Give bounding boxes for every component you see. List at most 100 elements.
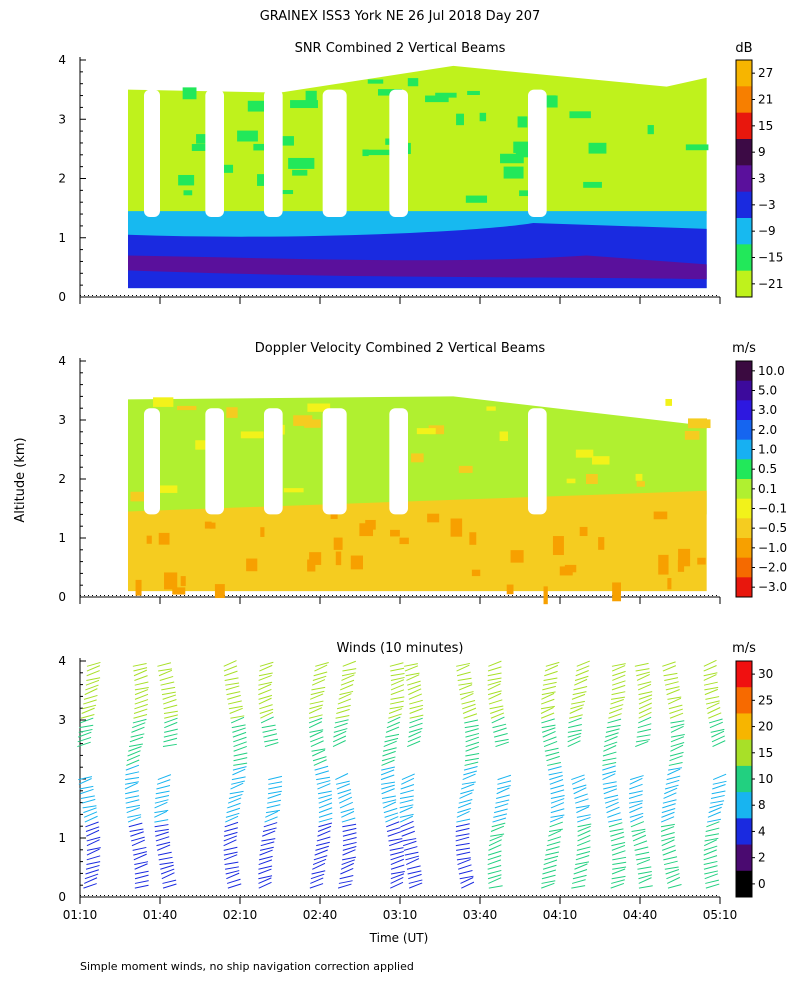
wind-barb — [260, 711, 274, 719]
doppler-patch-strong — [209, 522, 216, 529]
doppler-patch-strong — [471, 569, 481, 577]
snr-title: SNR Combined 2 Vertical Beams — [295, 41, 506, 56]
wind-barb — [570, 704, 584, 710]
colorbar-label: 8 — [758, 798, 766, 812]
wind-barb — [340, 808, 355, 814]
wind-barb — [670, 741, 685, 748]
wind-barb — [130, 831, 144, 837]
wind-barb — [227, 694, 241, 700]
wind-barb — [402, 840, 417, 847]
doppler-patch-strong — [135, 579, 142, 596]
wind-barb — [258, 683, 272, 691]
wind-barb — [629, 777, 643, 785]
snr-patch — [647, 125, 654, 135]
wind-barb — [573, 869, 588, 875]
wind-barb — [335, 773, 349, 781]
x-tick-label: 02:10 — [223, 908, 258, 922]
wind-barb — [409, 699, 423, 705]
snr-patch — [237, 130, 258, 142]
wind-barb — [669, 751, 684, 757]
wind-barb — [126, 804, 141, 809]
y-tick-label: 3 — [58, 112, 66, 126]
wind-barb — [399, 806, 413, 814]
wind-barb — [605, 728, 620, 733]
wind-barb — [708, 712, 722, 719]
wind-barb — [541, 691, 556, 696]
doppler-patch-strong — [350, 555, 363, 570]
wind-barb — [83, 694, 98, 700]
y-tick-label: 1 — [58, 831, 66, 845]
wind-barb — [636, 674, 650, 681]
wind-barb — [154, 828, 169, 833]
colorbar-swatch — [736, 420, 752, 441]
wind-barb — [264, 738, 279, 743]
wind-barb — [225, 812, 240, 818]
wind-barb — [550, 789, 565, 795]
wind-barb — [163, 699, 177, 705]
wind-barb — [316, 776, 331, 781]
doppler-patch-strong — [172, 587, 186, 595]
doppler-patch — [458, 465, 473, 473]
wind-barb — [703, 665, 717, 672]
wind-barb — [497, 774, 512, 781]
wind-barb — [340, 867, 354, 875]
wind-barb — [635, 851, 650, 856]
y-tick-label: 1 — [58, 531, 66, 545]
doppler-patch — [416, 428, 436, 435]
doppler-patch — [156, 485, 178, 493]
wind-barb — [665, 779, 680, 785]
wind-barb — [258, 672, 273, 677]
wind-barb — [543, 740, 558, 748]
wind-barb — [401, 777, 415, 785]
wind-barb — [703, 674, 717, 681]
wind-barb — [491, 716, 505, 724]
doppler-patch-strong — [653, 511, 668, 520]
wind-barb — [667, 884, 682, 889]
wind-barb — [311, 748, 326, 752]
doppler-patch-strong — [309, 552, 322, 565]
wind-barb — [380, 781, 395, 785]
doppler-patch-strong — [399, 537, 409, 545]
wind-barb — [401, 830, 415, 837]
wind-barb — [388, 708, 403, 714]
wind-barb — [83, 699, 97, 705]
wind-barb — [458, 684, 473, 691]
y-tick-label: 2 — [58, 172, 66, 186]
wind-barb — [489, 835, 503, 842]
wind-barb — [308, 721, 323, 729]
wind-barb — [134, 874, 149, 880]
wind-barb — [409, 714, 424, 719]
wind-barb — [665, 686, 680, 691]
snr-patch — [583, 181, 602, 188]
wind-barb — [83, 807, 97, 814]
wind-barb — [550, 802, 565, 809]
doppler-patch-strong — [390, 529, 400, 537]
wind-barb — [381, 759, 395, 766]
wind-barb — [228, 705, 243, 710]
wind-barb — [382, 750, 396, 757]
wind-barb — [490, 833, 505, 837]
wind-barb — [85, 864, 100, 870]
wind-barb — [125, 799, 140, 804]
wind-barb — [318, 822, 333, 828]
wind-barb — [80, 795, 95, 799]
wind-barb — [408, 688, 422, 696]
wind-barb — [223, 660, 237, 667]
wind-barb — [134, 861, 149, 866]
wind-barb — [703, 865, 718, 870]
wind-barb — [341, 674, 355, 681]
wind-barb — [706, 821, 720, 828]
wind-barb — [310, 690, 325, 696]
doppler-patch-strong — [307, 559, 316, 572]
doppler-patch — [665, 398, 673, 406]
wind-barb — [712, 780, 727, 785]
wind-barb — [549, 775, 563, 781]
y-tick-label: 2 — [58, 772, 66, 786]
wind-barb — [390, 851, 404, 856]
y-axis-label: Altitude (km) — [13, 437, 28, 522]
wind-barb — [340, 862, 354, 870]
doppler-patch-strong — [333, 537, 343, 550]
wind-barb — [129, 736, 144, 743]
wind-barb — [227, 802, 241, 809]
wind-barb — [389, 840, 403, 847]
